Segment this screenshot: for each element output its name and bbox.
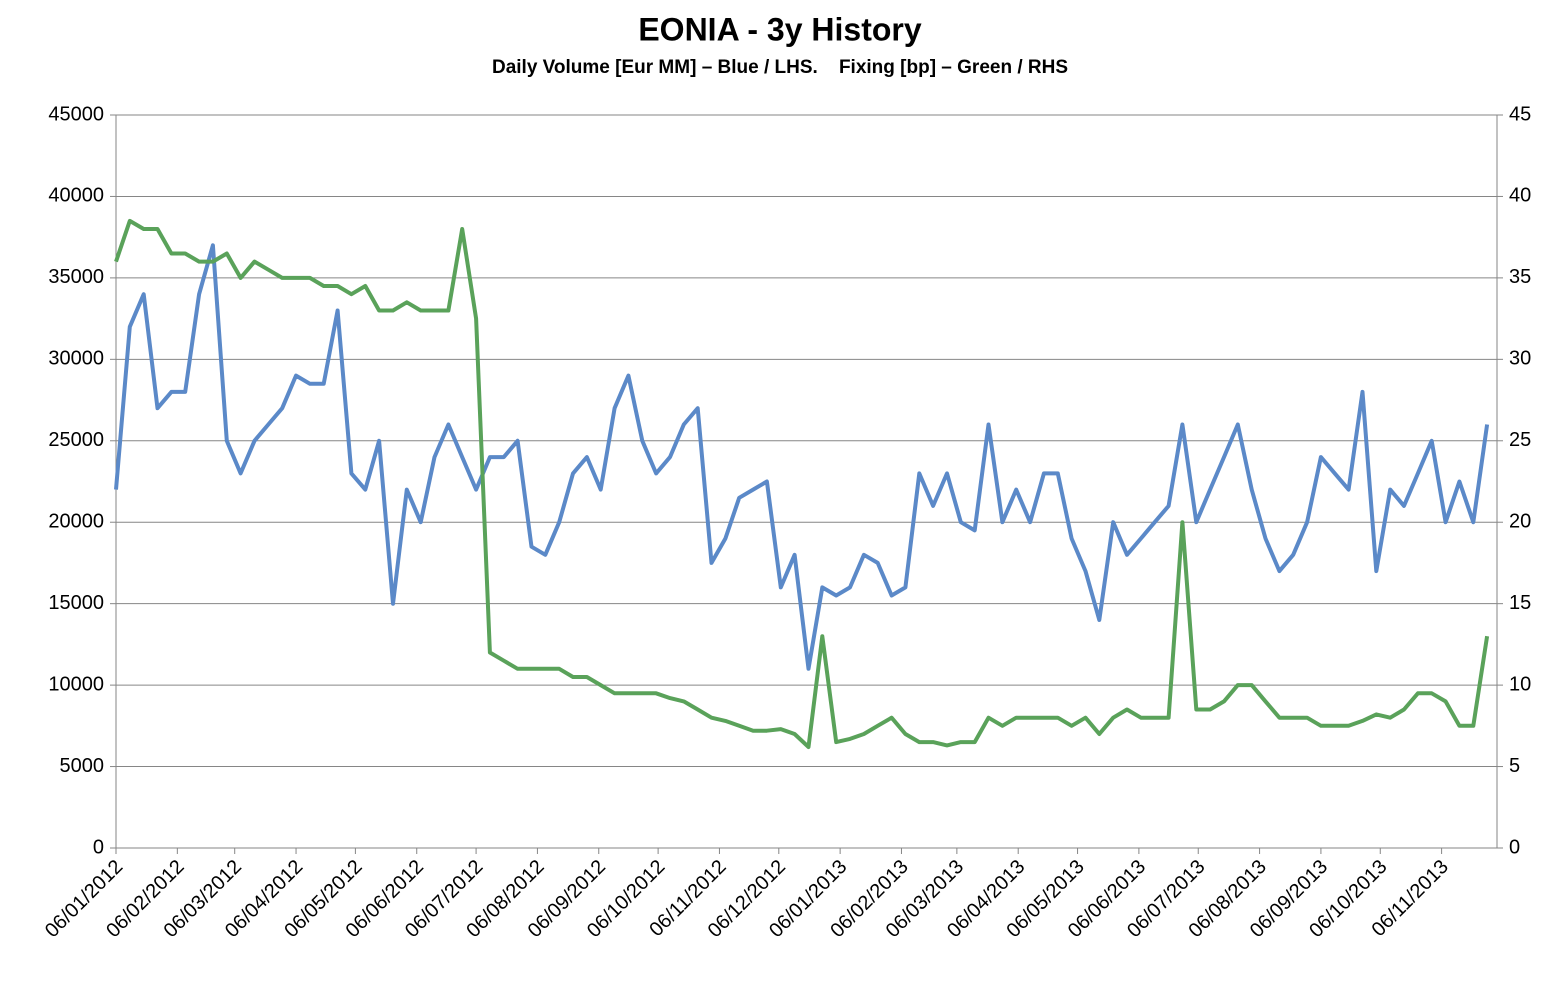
y2-tick-label: 15	[1509, 592, 1531, 614]
y2-tick-label: 40	[1509, 185, 1531, 207]
y2-tick-label: 25	[1509, 429, 1531, 451]
chart-subtitle: Daily Volume [Eur MM] – Blue / LHS. Fixi…	[492, 57, 1068, 78]
y2-tick-label: 5	[1509, 755, 1520, 777]
y-tick-label: 10000	[48, 673, 104, 695]
y-tick-label: 5000	[60, 755, 105, 777]
y-tick-label: 40000	[48, 185, 104, 207]
y-tick-label: 35000	[48, 266, 104, 288]
y-tick-label: 30000	[48, 348, 104, 370]
y-tick-label: 20000	[48, 511, 104, 533]
y-tick-label: 25000	[48, 429, 104, 451]
chart-title: EONIA - 3y History	[638, 11, 922, 47]
y-tick-label: 0	[93, 836, 104, 858]
y-tick-label: 45000	[48, 103, 104, 125]
y2-tick-label: 45	[1509, 103, 1531, 125]
y-tick-label: 15000	[48, 592, 104, 614]
series-line	[114, 218, 1490, 749]
y2-tick-label: 30	[1509, 348, 1531, 370]
y2-tick-label: 10	[1509, 673, 1531, 695]
y2-tick-label: 20	[1509, 511, 1531, 533]
series-line	[114, 243, 1490, 671]
y2-tick-label: 0	[1509, 836, 1520, 858]
y2-tick-label: 35	[1509, 266, 1531, 288]
